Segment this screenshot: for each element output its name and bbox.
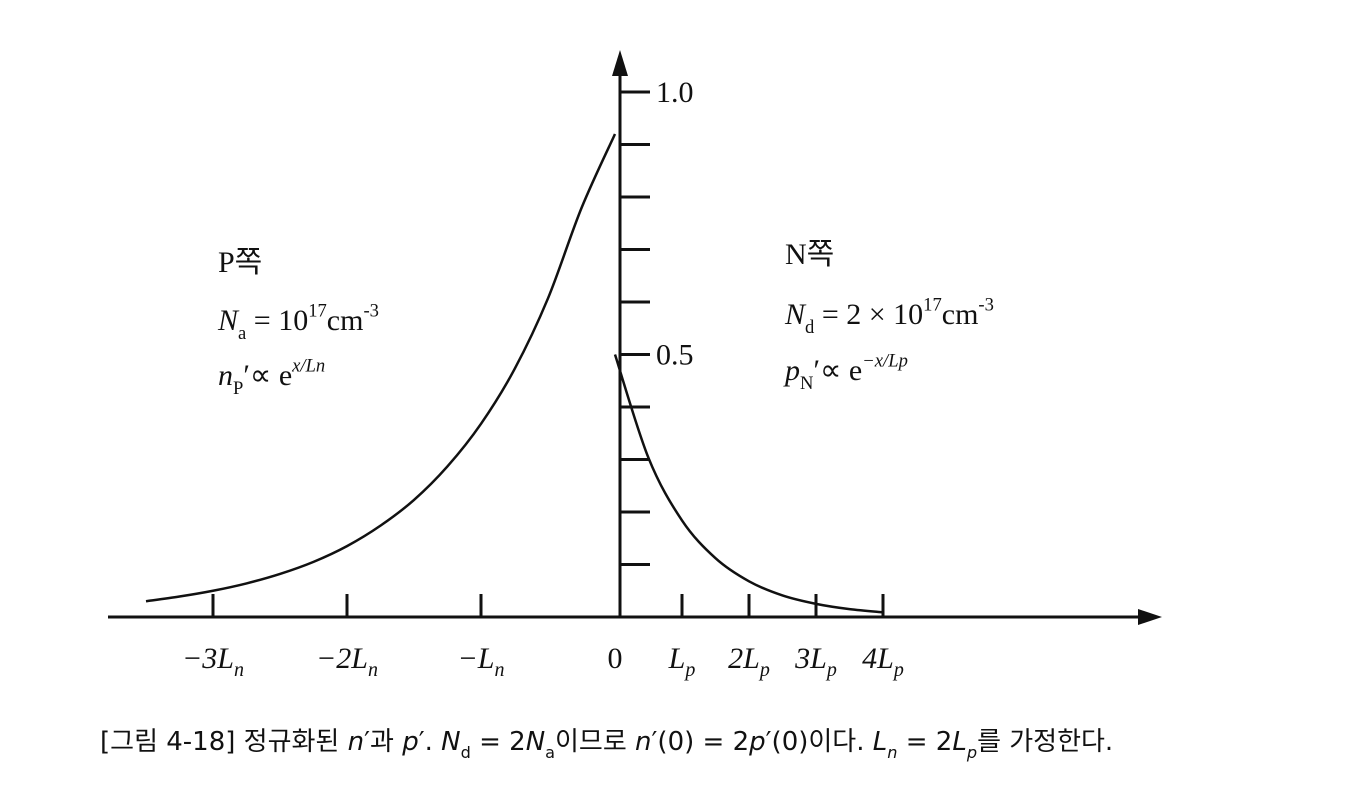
text-part: ′∝ e xyxy=(243,359,292,392)
tick-part: p xyxy=(892,659,904,681)
y-tick-label: 0.5 xyxy=(656,339,694,372)
x-tick-label: 0 xyxy=(608,642,623,675)
x-tick-label: 4Lp xyxy=(862,642,904,681)
x-tick-label: Lp xyxy=(668,642,696,681)
text-part: 를 가정한다. xyxy=(977,727,1113,757)
ann-text: pN′∝ e−x/Lp xyxy=(783,351,908,395)
x-tick-label: −3Ln xyxy=(182,642,244,681)
text-part: ′과 xyxy=(364,727,402,757)
text-part: ′. xyxy=(419,727,441,757)
text-part: N xyxy=(526,727,545,757)
y-axis-arrow xyxy=(612,50,628,76)
text-part: = 2 xyxy=(471,727,526,757)
text-part: -3 xyxy=(363,301,379,322)
text-part: 17 xyxy=(308,301,327,322)
text-part: P쪽 xyxy=(218,246,262,279)
x-tick-label: −2Ln xyxy=(316,642,378,681)
text-part: [그림 4-18] 정규화된 xyxy=(100,727,348,757)
tick-part: −3L xyxy=(182,642,234,675)
text-part: = 10 xyxy=(246,304,308,337)
text-part: ′(0)이다. xyxy=(766,727,873,757)
ann-text: nP′∝ ex/Ln xyxy=(218,356,325,400)
text-part: L xyxy=(952,727,967,757)
text-part: p xyxy=(897,351,908,372)
x-axis-arrow xyxy=(1138,609,1162,625)
text-part: n xyxy=(348,727,364,757)
text-part: = 2 xyxy=(897,727,952,757)
tick-part: 2L xyxy=(728,642,760,675)
tick-part: 4L xyxy=(862,642,894,675)
tick-part: L xyxy=(668,642,686,675)
text-part: 이므로 xyxy=(555,727,635,757)
text-part: n xyxy=(218,359,233,392)
tick-part: −L xyxy=(458,642,495,675)
tick-part: n xyxy=(368,659,378,681)
text-part: n xyxy=(316,356,325,377)
text-part: x/L xyxy=(291,356,316,377)
text-part: n xyxy=(887,743,897,762)
curve xyxy=(613,354,884,614)
text-part: p xyxy=(401,727,419,757)
ann-text: P쪽 xyxy=(218,246,262,279)
text-part: a xyxy=(238,323,246,344)
x-tick-label: 2Lp xyxy=(728,642,770,681)
tick-part: 3L xyxy=(794,642,827,675)
text-part: N xyxy=(217,304,240,337)
cap-text: [그림 4-18] 정규화된 n′과 p′. Nd = 2Na이므로 n′(0)… xyxy=(100,727,1113,762)
tick-part: n xyxy=(494,659,504,681)
text-part: cm xyxy=(327,304,364,337)
tick-part: 0 xyxy=(608,642,623,675)
tick-part: p xyxy=(683,659,695,681)
text-part: −x/L xyxy=(862,351,898,372)
text-part: d xyxy=(461,743,471,762)
text-part: N xyxy=(441,727,460,757)
text-part: p xyxy=(748,727,766,757)
text-part: 17 xyxy=(923,295,942,316)
text-part: ′∝ e xyxy=(813,354,862,387)
ann-text: Nd = 2 × 1017cm-3 xyxy=(784,295,994,339)
curve xyxy=(145,133,617,603)
text-part: -3 xyxy=(978,295,994,316)
text-part: p xyxy=(966,743,977,762)
x-tick-label: −Ln xyxy=(458,642,505,681)
text-part: p xyxy=(783,354,800,387)
text-part: cm xyxy=(942,298,979,331)
y-tick-label: 1.0 xyxy=(656,76,694,109)
text-part: = 2 × 10 xyxy=(814,298,923,331)
text-part: P xyxy=(233,378,243,399)
text-part: n xyxy=(635,727,651,757)
text-part: L xyxy=(873,727,888,757)
text-part: N xyxy=(784,298,807,331)
ann-text: Na = 1017cm-3 xyxy=(217,301,379,345)
ann-text: N쪽 xyxy=(785,238,834,271)
text-part: a xyxy=(545,743,555,762)
x-tick-label: 3Lp xyxy=(794,642,837,681)
text-part: N쪽 xyxy=(785,238,834,271)
text-part: N xyxy=(800,373,813,394)
text-part: d xyxy=(805,317,815,338)
tick-part: p xyxy=(758,659,770,681)
tick-part: n xyxy=(234,659,244,681)
text-part: ′(0) = 2 xyxy=(652,727,750,757)
tick-part: p xyxy=(825,659,837,681)
tick-part: −2L xyxy=(316,642,368,675)
